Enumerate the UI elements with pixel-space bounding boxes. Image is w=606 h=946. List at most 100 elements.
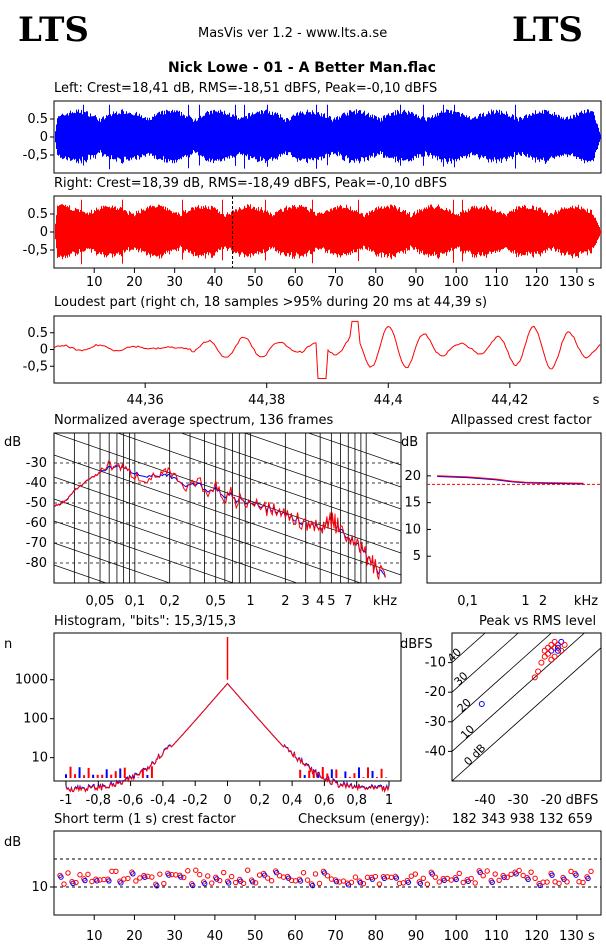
loudest-frame	[53, 315, 602, 384]
allpass-crest-title: Allpassed crest factor	[451, 413, 592, 428]
loudest-part-title: Loudest part (right ch, 18 samples >95% …	[54, 295, 488, 310]
histogram-ytick-0: 1000	[15, 673, 48, 688]
short-crest-right-104	[472, 880, 478, 886]
short-crest-right-38	[209, 880, 215, 886]
peak-rms-diagonal-3	[452, 633, 519, 693]
short-crest-right-73	[348, 879, 355, 886]
histogram-ytick-1: 100	[23, 712, 48, 727]
loudest-ytick-1: 0	[40, 343, 48, 358]
peak-rms-diag-label-4: 0 dB	[461, 741, 488, 768]
short-crest-left-129	[573, 872, 579, 878]
short-crest-right-74	[352, 874, 359, 880]
left-wave-ytick-1: 0	[40, 130, 48, 145]
peak-rms-ytick-1: -20	[425, 685, 446, 700]
short-crest-left-12	[106, 878, 112, 884]
short-crest-right-47	[244, 867, 251, 873]
peak-rms-frame	[451, 632, 602, 782]
spectrum-xtick-0: 0,05	[86, 594, 115, 609]
histogram-right-trace	[65, 682, 390, 793]
short-crest-left-93	[429, 871, 436, 877]
short-crest-right-14	[113, 868, 119, 875]
spectrum-xtick-6: 3	[302, 594, 310, 609]
short-crest-xtick-8: 90	[408, 929, 425, 944]
short-crest-xtick-1: 20	[126, 929, 143, 944]
allpass-ytick-3: 5	[413, 549, 421, 564]
peak-rms-point-17	[558, 647, 565, 654]
spectrum-ytick-2: -50	[26, 496, 47, 511]
spectrum-xtick-5: 2	[281, 594, 289, 609]
loudest-xtick-3: 44,42	[491, 393, 528, 408]
checksum-label: Checksum (energy):	[298, 812, 430, 827]
short-crest-right-31	[181, 874, 187, 881]
short-crest-xtick-2: 30	[166, 929, 183, 944]
peak-rms-point-10	[535, 668, 542, 675]
short-crest-right-79	[372, 873, 379, 880]
spectrum-ytick-0: -30	[26, 456, 47, 471]
short-crest-right-110	[496, 877, 502, 883]
short-crest-xtick-3: 40	[207, 929, 224, 944]
histogram-ytick-2: 10	[31, 751, 48, 766]
peak-rms-point-1	[551, 644, 558, 651]
time-xtick-0: 10	[86, 275, 103, 290]
short-crest-right-89	[412, 871, 419, 877]
short-crest-left-117	[525, 876, 531, 883]
short-crest-right-92	[424, 881, 431, 887]
short-crest-right-17	[125, 875, 131, 882]
short-crest-left-75	[357, 880, 364, 886]
peak-rms-ytick-2: -30	[425, 715, 446, 730]
spectrum-slope-11	[54, 454, 401, 576]
short-crest-right-35	[197, 871, 203, 878]
peak-rms-xtick-0: -40	[474, 793, 495, 808]
allpass-ytick-1: 15	[404, 496, 421, 511]
peak-rms-diagonal-4	[452, 633, 486, 663]
short-crest-right-125	[556, 880, 562, 887]
allpass-left-trace	[437, 475, 584, 485]
short-crest-right-2	[65, 870, 71, 876]
short-crest-right-25	[157, 871, 163, 877]
short-crest-left-24	[154, 883, 160, 889]
peak-rms-point-14	[551, 653, 558, 660]
short-crest-left-78	[369, 876, 376, 882]
spectrum-xtick-1: 0,1	[125, 594, 146, 609]
short-crest-ytick: 10	[31, 880, 48, 895]
histogram-xtick-8: 0,6	[314, 793, 335, 808]
spectrum-title: Normalized average spectrum, 136 frames	[54, 413, 334, 428]
spectrum-xtick-9: 7	[344, 594, 352, 609]
peak-rms-point-15	[545, 644, 552, 651]
short-crest-right-112	[504, 874, 510, 881]
short-crest-xtick-5: 60	[287, 929, 304, 944]
allpass-xtick-1: 1	[521, 594, 529, 609]
short-crest-left-123	[549, 872, 555, 878]
short-crest-right-67	[324, 873, 331, 879]
short-crest-left-3	[70, 880, 76, 887]
peak-rms-xtick-2: -20	[541, 793, 562, 808]
short-crest-right-80	[376, 881, 383, 887]
spectrum-ylabel: dB	[4, 435, 21, 450]
peak-rms-point-16	[554, 644, 561, 651]
short-crest-right-133	[588, 868, 594, 875]
left-wave-ytick-2: -0,5	[23, 148, 48, 163]
allpass-right-trace	[437, 475, 584, 484]
short-crest-right-4	[73, 879, 79, 886]
peak-rms-diag-label-3: 10	[458, 723, 477, 742]
short-crest-left-27	[166, 872, 172, 878]
left-wave-trace	[55, 104, 601, 170]
allpass-ytick-2: 10	[404, 522, 421, 537]
short-crest-right-122	[544, 879, 550, 885]
short-crest-right-101	[460, 879, 466, 886]
short-crest-right-49	[252, 880, 259, 886]
histogram-xtick-1: -0,8	[86, 793, 111, 808]
left-wave-ytick-0: 0.5	[27, 112, 48, 127]
spectrum-slope-12	[54, 476, 362, 583]
short-crest-right-8	[89, 878, 95, 885]
short-crest-right-113	[508, 871, 514, 878]
short-crest-xtick-4: 50	[247, 929, 264, 944]
peak-rms-xtick-1: -30	[508, 793, 529, 808]
spectrum-frame	[53, 432, 402, 584]
short-crest-left-42	[225, 880, 232, 886]
allpass-frame	[426, 432, 602, 584]
peak-rms-point-9	[538, 659, 545, 666]
short-crest-right-34	[193, 867, 199, 873]
short-crest-left-69	[333, 878, 340, 885]
